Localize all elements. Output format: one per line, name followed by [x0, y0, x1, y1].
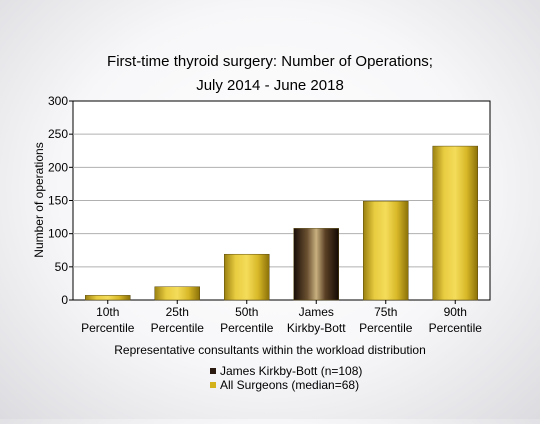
legend-swatch — [210, 368, 216, 374]
y-tick-label: 50 — [55, 260, 69, 274]
y-tick-label: 100 — [48, 227, 68, 241]
chart-title-line: July 2014 - June 2018 — [196, 77, 344, 94]
y-tick-label: 200 — [48, 160, 68, 174]
bars — [85, 145, 478, 301]
x-tick-label: James — [299, 305, 334, 319]
bar — [432, 145, 478, 301]
bar — [293, 228, 339, 301]
legend-swatch — [210, 382, 216, 388]
x-tick-label: Kirkby-Bott — [287, 321, 346, 335]
x-tick-label: 10th — [96, 305, 119, 319]
x-tick-label: 90th — [444, 305, 467, 319]
legend-label: James Kirkby-Bott (n=108) — [220, 364, 362, 378]
legend-label: All Surgeons (median=68) — [220, 378, 359, 392]
chart-title: First-time thyroid surgery: Number of Op… — [107, 53, 433, 94]
x-tick-label: Percentile — [81, 321, 135, 335]
x-tick-label: Percentile — [429, 321, 483, 335]
y-tick-label: 250 — [48, 127, 68, 141]
x-axis-labels: 10th Percentile 25th Percentile 50th Percenti… — [81, 300, 482, 335]
bar — [85, 295, 131, 301]
chart-title-line: First-time thyroid surgery: Number of Op… — [107, 53, 433, 70]
y-tick-label: 150 — [48, 194, 68, 208]
bar — [363, 200, 409, 301]
x-tick-label: Percentile — [359, 321, 413, 335]
y-axis-ticks: 0 50 100 150 200 250 300 — [48, 94, 73, 307]
y-axis-title: Number of operations — [32, 142, 46, 257]
x-tick-label: Percentile — [151, 321, 205, 335]
bar — [224, 253, 270, 301]
x-tick-label: 25th — [166, 305, 189, 319]
x-tick-label: 75th — [374, 305, 397, 319]
legend: James Kirkby-Bott (n=108)All Surgeons (m… — [210, 364, 362, 392]
gridlines — [73, 133, 490, 268]
x-tick-label: 50th — [235, 305, 258, 319]
bar — [154, 286, 200, 301]
x-tick-label: Percentile — [220, 321, 274, 335]
x-axis-title: Representative consultants within the wo… — [114, 343, 426, 357]
y-tick-label: 0 — [61, 293, 68, 307]
y-tick-label: 300 — [48, 94, 68, 108]
